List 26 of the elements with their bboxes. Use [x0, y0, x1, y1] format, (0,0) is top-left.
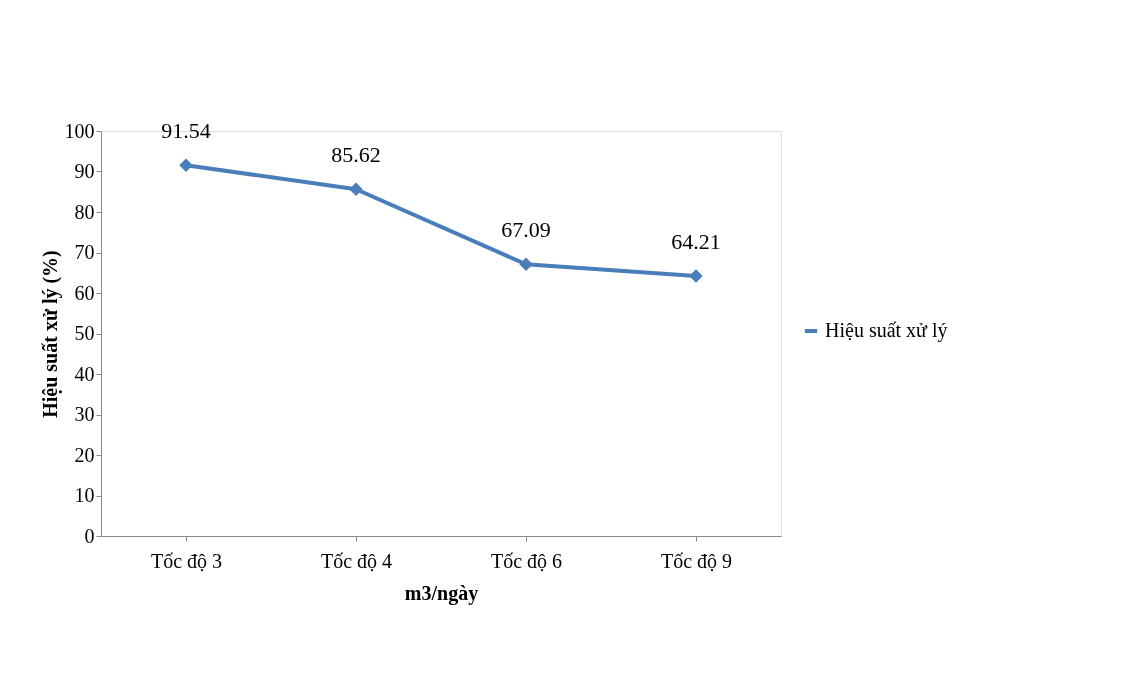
x-tick-label: Tốc độ 4	[320, 549, 393, 572]
point	[519, 257, 533, 271]
legend-label: Hiệu suất xử lý	[825, 319, 948, 342]
data-label: 64.21	[671, 228, 721, 254]
data-label: 85.62	[331, 142, 381, 168]
y-tick-label: 20	[74, 443, 95, 466]
y-axis-title: Hiệu suất xử lý (%)	[38, 250, 62, 418]
point	[349, 182, 363, 196]
y-tick-label: 10	[74, 484, 95, 506]
x-tick-label: Tốc độ 3	[150, 549, 223, 572]
y-tick-label: 60	[74, 281, 95, 304]
y-tick-label: 100	[64, 119, 95, 142]
x-tick-label: Tốc độ 6	[490, 549, 563, 572]
data-label: 91.54	[161, 118, 211, 144]
y-tick-label: 50	[74, 322, 95, 344]
y-tick-label: 40	[74, 362, 95, 385]
data-label: 67.09	[501, 217, 551, 243]
point	[179, 158, 193, 172]
y-tick-label: 90	[74, 160, 95, 182]
y-tick-label: 70	[74, 241, 95, 263]
y-tick-label: 30	[74, 403, 95, 425]
x-axis-title: m3/ngày	[404, 581, 479, 605]
y-tick-label: 80	[74, 200, 95, 223]
x-tick-label: Tốc độ 9	[660, 549, 733, 572]
point	[689, 269, 703, 283]
y-tick-label: 0	[84, 524, 95, 547]
